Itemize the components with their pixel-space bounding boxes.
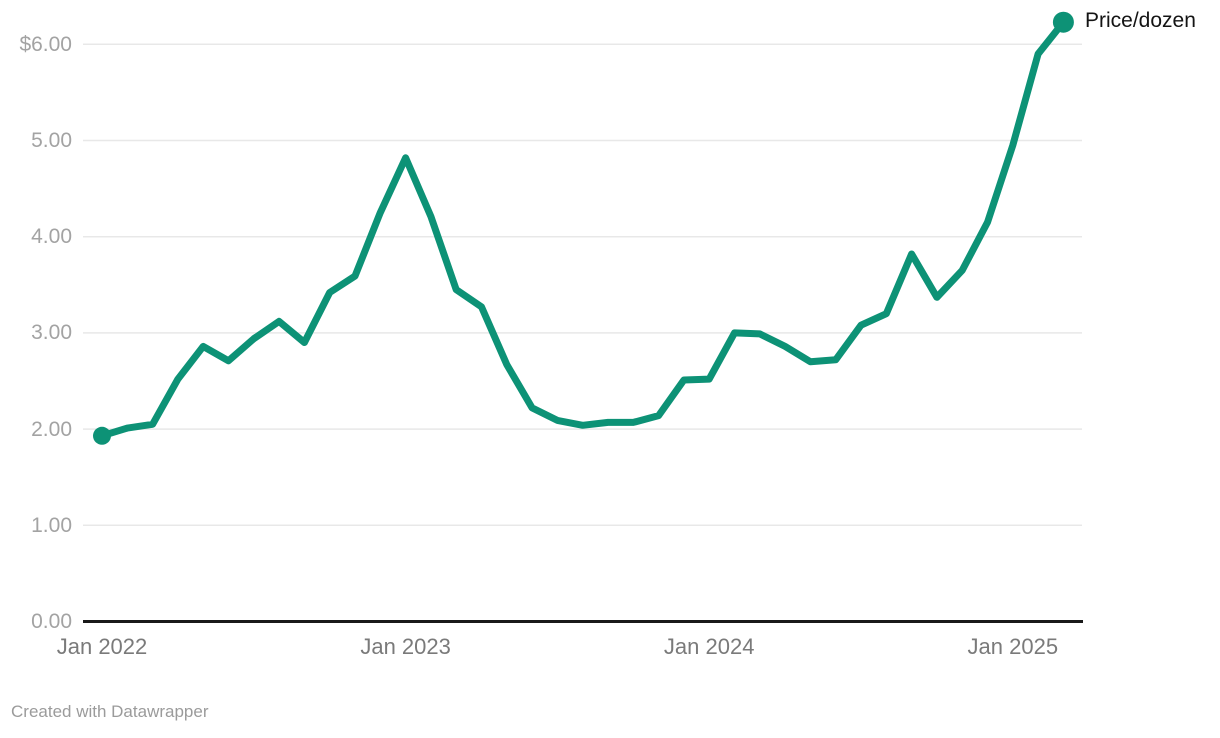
y-tick-label: 4.00 [31,225,72,249]
x-tick-label: Jan 2025 [967,634,1059,659]
x-tick-label: Jan 2022 [56,634,148,659]
x-tick-label: Jan 2024 [663,634,755,659]
start-point-marker[interactable] [93,426,111,445]
x-tick-label: Jan 2023 [360,634,451,659]
legend-series-label: Price/dozen [1085,9,1196,32]
y-tick-label: $6.00 [19,32,72,56]
price-line[interactable] [98,18,1067,440]
attribution-text: Created with Datawrapper [11,702,209,721]
gridlines [83,43,1082,527]
end-point-marker[interactable] [1052,11,1074,33]
legend: Price/dozen [1085,8,1196,34]
y-tick-label: 5.00 [31,129,72,152]
y-tick-label: 2.00 [31,417,72,441]
y-tick-label: 1.00 [31,513,72,537]
y-tick-label: 3.00 [31,321,72,345]
y-tick-label: 0.00 [31,610,72,633]
